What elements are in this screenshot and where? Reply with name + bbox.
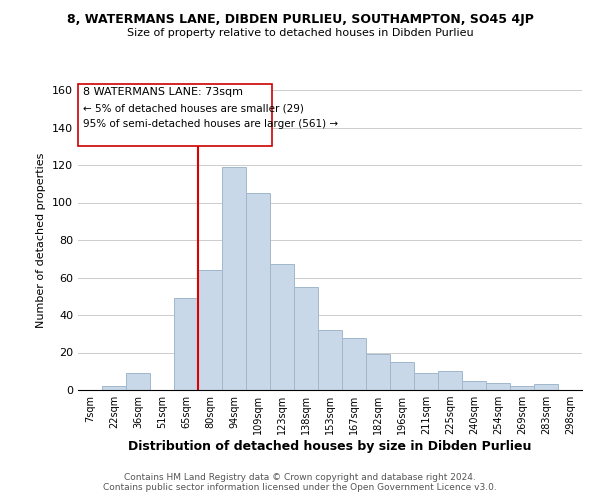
Bar: [294, 287, 318, 390]
Bar: [510, 386, 534, 390]
Bar: [102, 386, 126, 390]
Bar: [462, 380, 486, 390]
Text: 8, WATERMANS LANE, DIBDEN PURLIEU, SOUTHAMPTON, SO45 4JP: 8, WATERMANS LANE, DIBDEN PURLIEU, SOUTH…: [67, 12, 533, 26]
Text: 95% of semi-detached houses are larger (561) →: 95% of semi-detached houses are larger (…: [83, 119, 338, 129]
Bar: [366, 354, 390, 390]
Bar: [126, 373, 150, 390]
Bar: [198, 270, 222, 390]
Text: 8 WATERMANS LANE: 73sqm: 8 WATERMANS LANE: 73sqm: [83, 87, 243, 97]
Bar: [246, 193, 270, 390]
Bar: [534, 384, 558, 390]
Text: Contains HM Land Registry data © Crown copyright and database right 2024.
Contai: Contains HM Land Registry data © Crown c…: [103, 473, 497, 492]
Text: ← 5% of detached houses are smaller (29): ← 5% of detached houses are smaller (29): [83, 103, 304, 113]
Text: Size of property relative to detached houses in Dibden Purlieu: Size of property relative to detached ho…: [127, 28, 473, 38]
Bar: [174, 298, 198, 390]
X-axis label: Distribution of detached houses by size in Dibden Purlieu: Distribution of detached houses by size …: [128, 440, 532, 453]
Bar: [438, 371, 462, 390]
Bar: [486, 382, 510, 390]
Bar: [414, 373, 438, 390]
Bar: [390, 362, 414, 390]
FancyBboxPatch shape: [78, 84, 272, 146]
Y-axis label: Number of detached properties: Number of detached properties: [37, 152, 46, 328]
Bar: [318, 330, 342, 390]
Bar: [222, 167, 246, 390]
Bar: [270, 264, 294, 390]
Bar: [342, 338, 366, 390]
